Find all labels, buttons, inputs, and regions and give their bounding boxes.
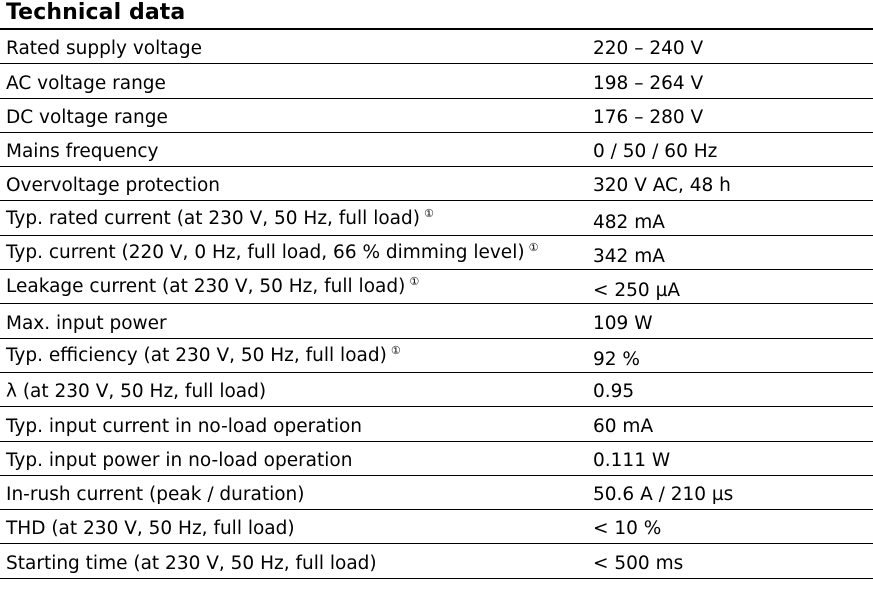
row-label-text: Leakage current (at 230 V, 50 Hz, full l… [6,276,406,298]
table-row: Typ. input power in no-load operation 0.1… [0,442,873,476]
row-label: λ (at 230 V, 50 Hz, full load) [6,381,266,403]
row-label-text: Typ. efficiency (at 230 V, 50 Hz, full l… [6,344,387,366]
technical-data-table: Rated supply voltage 220 – 240 V AC voltag… [0,30,873,579]
footnote-marker-icon: ① [409,275,420,289]
row-value: < 500 ms [593,552,684,574]
row-value: 0.95 [593,381,635,403]
row-value: 50.6 A / 210 µs [593,484,734,506]
row-label-text: Rated supply voltage [6,38,202,60]
row-label-text: In-rush current (peak / duration) [6,484,305,506]
row-value: < 250 µA [593,280,680,302]
table-row: Starting time (at 230 V, 50 Hz, full loa… [0,544,873,579]
row-label: AC voltage range [6,73,166,95]
row-label: THD (at 230 V, 50 Hz, full load) [6,518,295,540]
table-row: In-rush current (peak / duration) 50.6 A … [0,476,873,511]
table-row: THD (at 230 V, 50 Hz, full load) < 10 % [0,510,873,545]
row-label-text: Typ. input power in no-load operation [6,449,353,471]
table-row: Typ. input current in no-load operation 6… [0,407,873,442]
row-label-text: AC voltage range [6,72,166,94]
table-row: Overvoltage protection 320 V AC, 48 h [0,167,873,202]
row-label: Typ. input current in no-load operation [6,416,362,438]
row-label: Typ. efficiency (at 230 V, 50 Hz, full l… [6,340,401,367]
row-label: Leakage current (at 230 V, 50 Hz, full l… [6,271,419,298]
row-value: 0.111 W [593,449,671,471]
section-title: Technical data [6,0,186,25]
row-label: Max. input power [6,313,167,335]
row-value: 176 – 280 V [593,106,704,128]
row-label-text: Starting time (at 230 V, 50 Hz, full loa… [6,552,377,574]
row-value: 60 mA [593,415,654,437]
table-row: AC voltage range 198 – 264 V [0,64,873,99]
row-label-text: Typ. current (220 V, 0 Hz, full load, 66… [6,242,525,264]
row-label-text: Mains frequency [6,141,159,163]
table-row: Leakage current (at 230 V, 50 Hz, full l… [0,270,873,305]
row-value: 92 % [593,348,640,370]
table-row: Typ. current (220 V, 0 Hz, full load, 66… [0,236,873,271]
row-label-text: Typ. input current in no-load operation [6,415,363,437]
row-value: 220 – 240 V [593,38,704,60]
row-label: Overvoltage protection [6,175,220,197]
row-label: Typ. current (220 V, 0 Hz, full load, 66… [6,237,538,264]
footnote-marker-icon: ① [528,241,539,255]
table-row: Typ. efficiency (at 230 V, 50 Hz, full l… [0,339,873,373]
row-value: 342 mA [593,246,665,268]
table-row: Mains frequency 0 / 50 / 60 Hz [0,133,873,168]
table-row: Max. input power 109 W [0,304,873,339]
row-label: Typ. rated current (at 230 V, 50 Hz, ful… [6,203,434,230]
table-row: DC voltage range 176 – 280 V [0,99,873,133]
row-value: 0 / 50 / 60 Hz [593,141,718,163]
row-label: Starting time (at 230 V, 50 Hz, full loa… [6,553,377,575]
row-label: Mains frequency [6,141,158,163]
footnote-marker-icon: ① [423,206,434,220]
title-rule [0,28,873,30]
row-value: < 10 % [593,518,662,540]
footnote-marker-icon: ① [390,343,401,357]
row-value: 198 – 264 V [593,72,704,94]
table-row: Typ. rated current (at 230 V, 50 Hz, ful… [0,201,873,236]
row-label: Typ. input power in no-load operation [6,450,352,472]
row-label: In-rush current (peak / duration) [6,484,305,506]
row-value: 109 W [593,312,653,334]
row-label-text: THD (at 230 V, 50 Hz, full load) [6,518,295,540]
table-row: Rated supply voltage 220 – 240 V [0,30,873,65]
row-value: 320 V AC, 48 h [593,175,731,197]
table-row: λ (at 230 V, 50 Hz, full load) 0.95 [0,373,873,408]
row-value: 482 mA [593,211,665,233]
row-label-text: DC voltage range [6,106,168,128]
row-label-text: λ (at 230 V, 50 Hz, full load) [6,381,267,403]
row-label: DC voltage range [6,107,168,129]
row-label-text: Typ. rated current (at 230 V, 50 Hz, ful… [6,207,420,229]
row-label: Rated supply voltage [6,38,202,60]
row-label-text: Max. input power [6,312,167,334]
row-label-text: Overvoltage protection [6,175,221,197]
